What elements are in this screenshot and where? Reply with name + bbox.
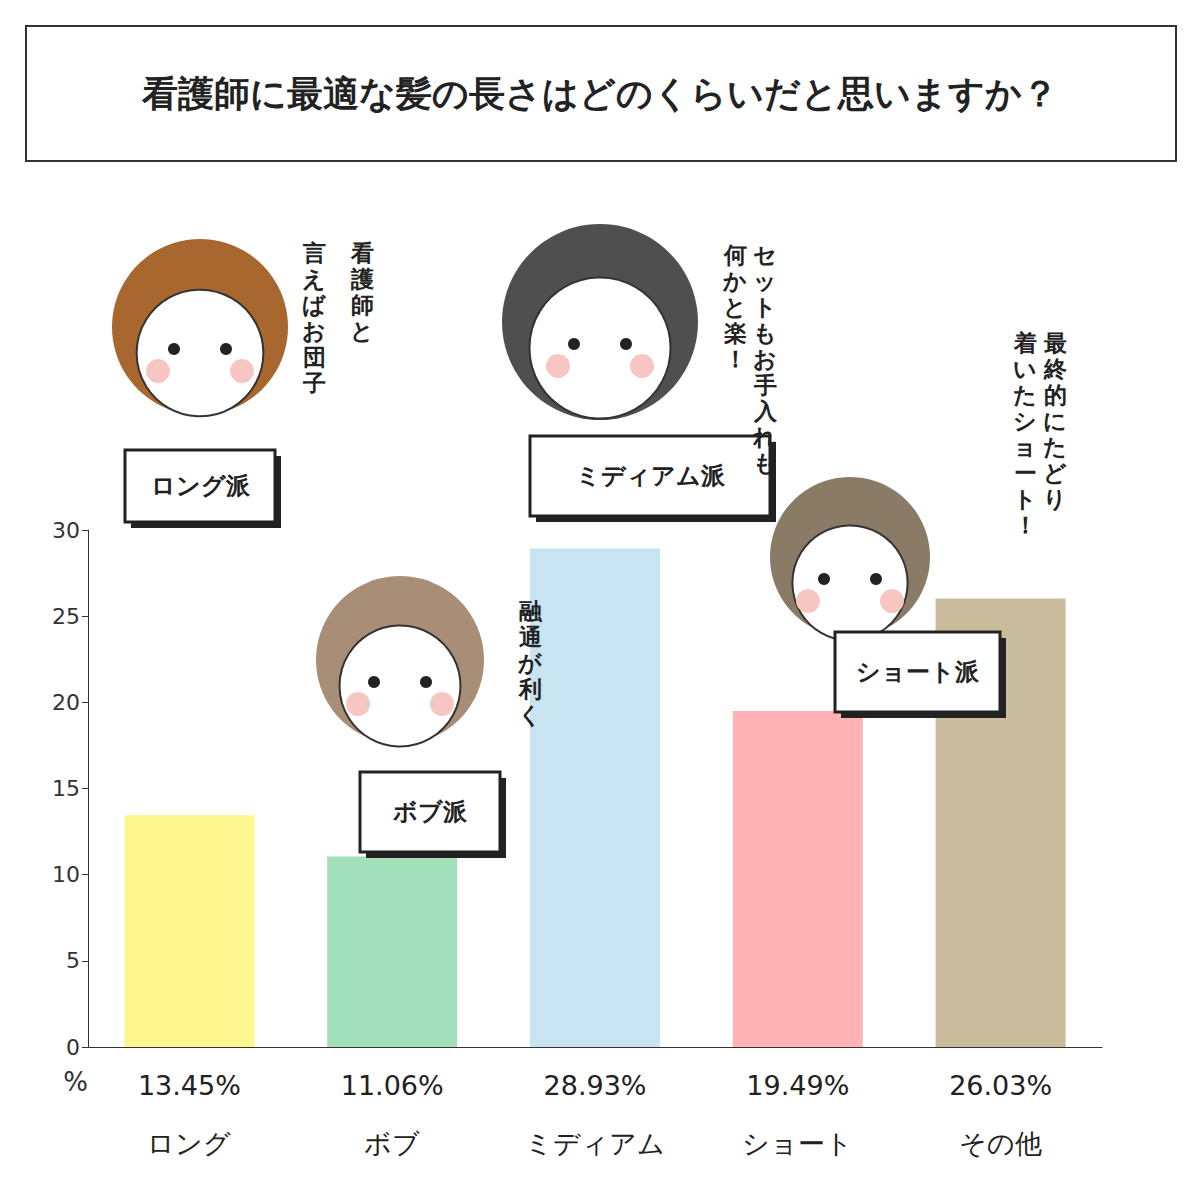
- svg-text:言: 言: [302, 240, 326, 266]
- svg-text:と: と: [350, 318, 374, 344]
- svg-text:5: 5: [66, 948, 80, 973]
- svg-text:何: 何: [723, 242, 747, 268]
- svg-text:お: お: [753, 346, 777, 372]
- svg-text:か: か: [722, 268, 747, 294]
- svg-text:お: お: [302, 318, 326, 344]
- svg-text:に: に: [1043, 408, 1067, 434]
- svg-text:ミディアム派: ミディアム派: [576, 462, 726, 490]
- svg-text:ショート派: ショート派: [856, 658, 980, 686]
- svg-text:ボブ: ボブ: [364, 1128, 420, 1159]
- svg-text:ョ: ョ: [1013, 434, 1037, 460]
- svg-text:ボブ派: ボブ派: [392, 798, 468, 826]
- svg-text:30: 30: [52, 518, 80, 543]
- svg-text:ロング: ロング: [147, 1128, 231, 1159]
- svg-text:看護師に最適な髪の長さはどのくらいだと思いますか？: 看護師に最適な髪の長さはどのくらいだと思いますか？: [141, 73, 1058, 114]
- svg-text:15: 15: [52, 776, 80, 801]
- svg-text:19.49%: 19.49%: [746, 1070, 849, 1101]
- svg-text:的: 的: [1044, 382, 1067, 408]
- svg-text:く: く: [518, 702, 542, 728]
- svg-text:が: が: [518, 650, 542, 676]
- svg-text:ショート: ショート: [742, 1128, 853, 1159]
- svg-text:と: と: [723, 294, 747, 320]
- svg-text:融: 融: [519, 598, 543, 624]
- svg-text:た: た: [1043, 434, 1067, 460]
- svg-text:り: り: [1043, 486, 1067, 512]
- svg-text:%: %: [63, 1067, 88, 1097]
- svg-text:楽: 楽: [723, 320, 747, 346]
- svg-text:も: も: [753, 450, 777, 476]
- svg-text:入: 入: [753, 398, 778, 424]
- svg-text:護: 護: [350, 266, 374, 292]
- svg-text:ロング派: ロング派: [151, 472, 251, 500]
- svg-text:看: 看: [350, 240, 374, 266]
- svg-text:れ: れ: [752, 424, 777, 450]
- svg-text:着: 着: [1013, 330, 1037, 356]
- svg-text:25: 25: [52, 604, 80, 629]
- svg-text:団: 団: [303, 344, 326, 370]
- svg-text:通: 通: [518, 624, 542, 650]
- svg-text:え: え: [302, 266, 326, 292]
- svg-text:ッ: ッ: [753, 268, 777, 294]
- svg-text:ト: ト: [1013, 486, 1037, 512]
- svg-text:！: ！: [724, 346, 747, 372]
- svg-text:！: ！: [1014, 512, 1037, 538]
- svg-text:ー: ー: [1014, 460, 1037, 486]
- svg-text:利: 利: [518, 676, 542, 702]
- svg-text:子: 子: [302, 370, 326, 396]
- svg-text:終: 終: [1043, 356, 1067, 382]
- svg-text:その他: その他: [959, 1128, 1042, 1159]
- svg-text:ば: ば: [302, 292, 327, 318]
- svg-text:26.03%: 26.03%: [949, 1070, 1052, 1101]
- svg-text:た: た: [1013, 382, 1037, 408]
- svg-text:ミディアム: ミディアム: [525, 1128, 665, 1159]
- svg-text:20: 20: [52, 690, 80, 715]
- svg-text:13.45%: 13.45%: [138, 1070, 241, 1101]
- svg-text:ト: ト: [753, 294, 777, 320]
- svg-text:0: 0: [66, 1035, 80, 1060]
- svg-text:28.93%: 28.93%: [544, 1070, 647, 1101]
- svg-text:ど: ど: [1043, 460, 1067, 486]
- svg-text:11.06%: 11.06%: [341, 1070, 444, 1101]
- svg-text:最: 最: [1043, 330, 1067, 356]
- svg-text:10: 10: [52, 862, 80, 887]
- svg-text:師: 師: [351, 292, 374, 318]
- svg-text:手: 手: [753, 372, 777, 398]
- svg-text:も: も: [753, 320, 777, 346]
- svg-text:い: い: [1013, 356, 1037, 382]
- svg-text:シ: シ: [1013, 408, 1037, 434]
- svg-text:セ: セ: [753, 242, 777, 268]
